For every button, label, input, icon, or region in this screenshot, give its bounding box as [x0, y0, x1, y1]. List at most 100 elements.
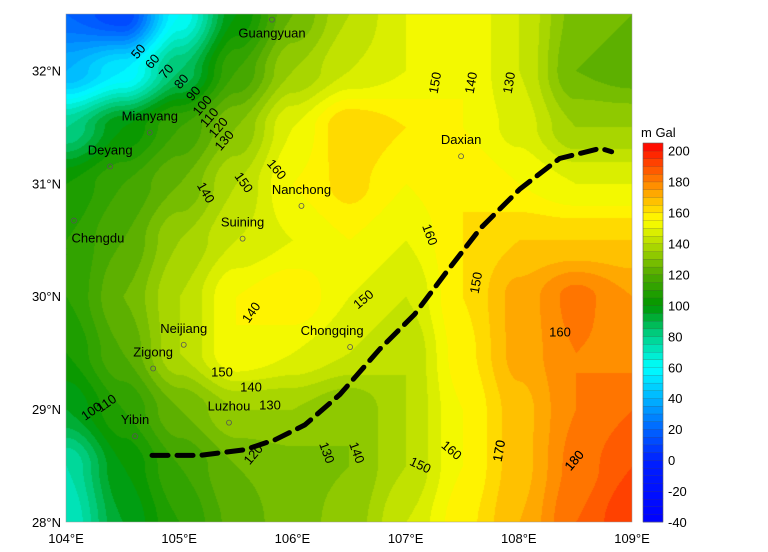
colorbar-band: [642, 413, 664, 422]
city-marker: [458, 153, 464, 160]
contour-label: 180: [561, 447, 586, 473]
colorbar-band: [642, 467, 664, 476]
x-tick-label: 108°E: [501, 531, 537, 546]
colorbar-band: [642, 235, 664, 244]
city-label-suining: Suining: [221, 215, 264, 230]
colorbar-title: m Gal: [641, 125, 676, 140]
city-marker: [180, 341, 187, 348]
colorbar-band: [642, 452, 664, 461]
city-marker: [146, 129, 153, 136]
colorbar-band: [642, 405, 664, 415]
contour-label: 150: [407, 454, 433, 477]
city-label-deyang: Deyang: [88, 142, 133, 157]
colorbar-band: [642, 490, 664, 500]
colorbar-band: [642, 166, 664, 175]
colorbar-band: [642, 475, 664, 484]
contour-field: [66, 14, 632, 522]
city-marker: [298, 203, 305, 209]
contour-label: 160: [264, 156, 289, 182]
colorbar-tick-label: 100: [668, 298, 690, 313]
x-tick-label: 104°E: [48, 531, 84, 546]
colorbar-band: [642, 142, 664, 152]
colorbar-band: [642, 336, 664, 345]
contour-label: 160: [419, 222, 441, 248]
city-label-chongqing: Chongqing: [301, 323, 364, 338]
colorbar-tick-label: 200: [668, 144, 690, 159]
contour-label: 140: [346, 440, 368, 466]
contour-label: 170: [490, 439, 509, 463]
contour-label: 150: [232, 169, 257, 195]
city-label-luzhou: Luzhou: [208, 399, 251, 414]
colorbar-band: [642, 220, 664, 229]
colorbar-tick-label: 120: [668, 267, 690, 282]
contour-label: 130: [259, 397, 281, 412]
city-label-chengdu: Chengdu: [72, 231, 125, 246]
city-marker: [239, 235, 246, 242]
contour-label: 130: [500, 71, 519, 95]
contour-label: 130: [316, 440, 338, 466]
colorbar-band: [642, 320, 664, 330]
colorbar-band: [642, 189, 664, 198]
colorbar-band: [642, 243, 664, 252]
city-marker: [71, 217, 77, 224]
city-label-yibin: Yibin: [121, 412, 149, 427]
contour-label: 150: [350, 286, 376, 311]
colorbar-tick-label: 20: [668, 422, 682, 437]
contour-label: 150: [211, 364, 233, 379]
colorbar-band: [642, 436, 664, 446]
colorbar-tick-label: -40: [668, 515, 687, 530]
colorbar-band: [642, 382, 664, 391]
x-tick-label: 107°E: [388, 531, 424, 546]
dashed-boundary-line: [149, 145, 615, 458]
contour-label: 170: [490, 439, 509, 463]
colorbar-band: [642, 289, 664, 299]
colorbar-tick-label: 140: [668, 237, 690, 252]
colorbar-band: [642, 498, 664, 507]
colorbar-band: [642, 227, 664, 237]
contour-label: 150: [426, 71, 445, 95]
colorbar-band: [642, 251, 664, 260]
colorbar-band: [642, 282, 664, 291]
contour-label: 150: [467, 271, 486, 295]
city-label-zigong: Zigong: [133, 344, 173, 359]
colorbar-band: [642, 297, 664, 306]
y-tick-label: 29°N: [32, 402, 61, 417]
colorbar-band: [642, 204, 664, 214]
y-tick-label: 31°N: [32, 176, 61, 191]
contour-label: 140: [194, 179, 218, 205]
y-tick-label: 30°N: [32, 289, 61, 304]
colorbar-tick-label: 60: [668, 360, 682, 375]
colorbar-band: [642, 390, 664, 399]
colorbar-tick-label: 40: [668, 391, 682, 406]
plot-frame: [65, 13, 633, 523]
y-tick-label: 32°N: [32, 63, 61, 78]
colorbar-tick-label: 160: [668, 206, 690, 221]
colorbar-tick-label: 0: [668, 453, 675, 468]
colorbar-band: [642, 444, 664, 453]
colorbar-band: [642, 266, 664, 275]
colorbar-band: [642, 258, 664, 268]
colorbar-band: [642, 367, 664, 376]
colorbar-band: [642, 344, 664, 353]
colorbar-band: [642, 351, 664, 360]
contour-label: 140: [239, 299, 264, 325]
x-tick-label: 106°E: [275, 531, 311, 546]
colorbar-band: [642, 460, 664, 469]
colorbar-band: [642, 173, 664, 183]
colorbar-band: [642, 181, 664, 190]
colorbar-band: [642, 398, 664, 407]
colorbar-tick-label: -20: [668, 484, 687, 499]
y-tick-label: 28°N: [32, 515, 61, 530]
contour-label: 160: [439, 437, 465, 462]
colorbar-band: [642, 212, 664, 221]
city-marker: [347, 344, 354, 350]
colorbar-band: [642, 197, 664, 206]
city-marker: [132, 433, 138, 440]
colorbar-band: [642, 328, 664, 337]
city-marker: [150, 365, 157, 372]
city-label-mianyang: Mianyang: [122, 109, 178, 124]
city-label-daxian: Daxian: [441, 132, 481, 147]
x-tick-label: 105°E: [161, 531, 197, 546]
